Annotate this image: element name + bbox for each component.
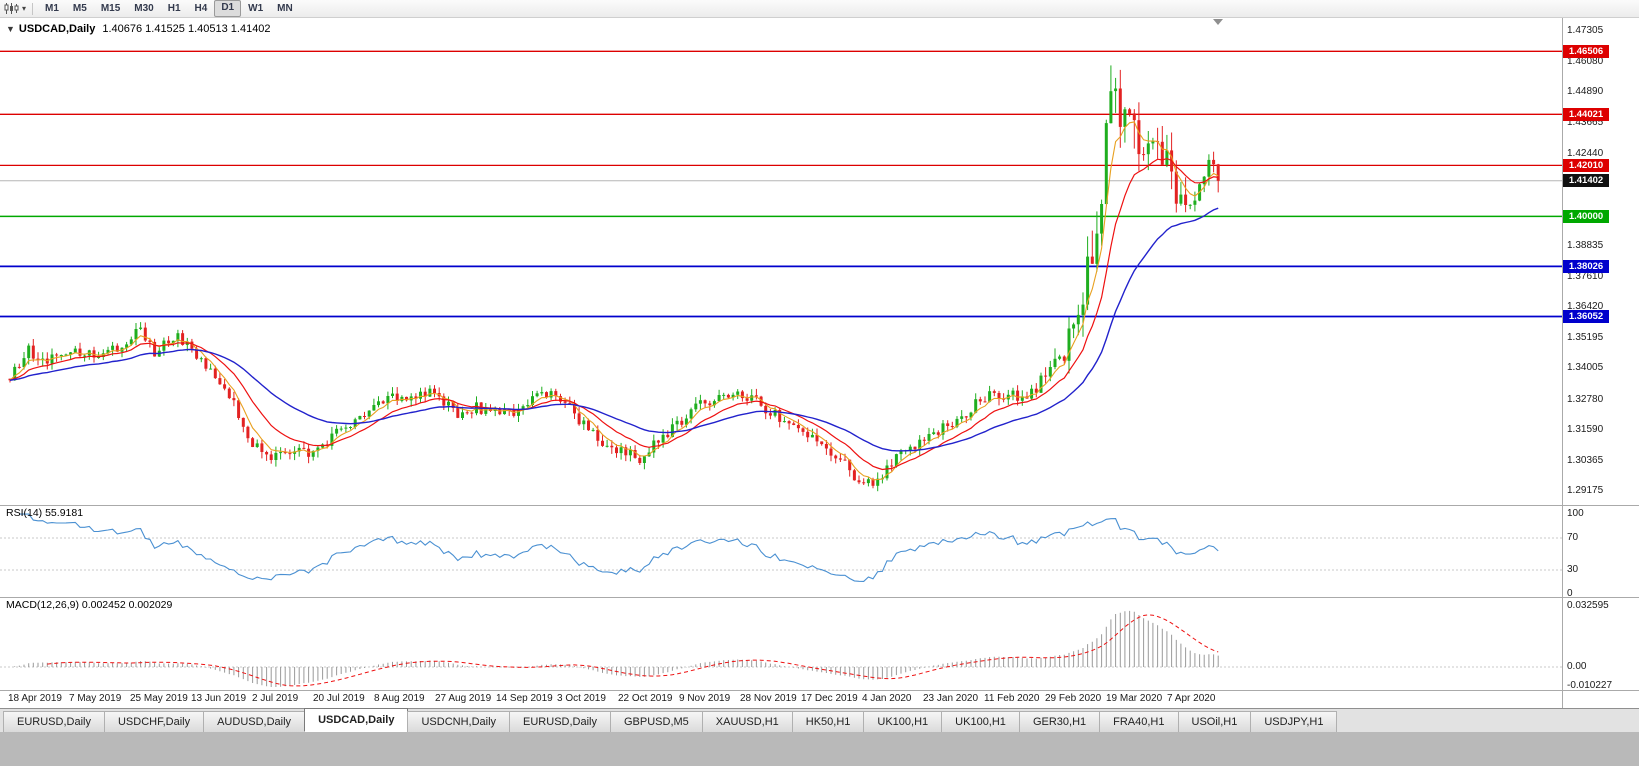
chart-tab-usdchf-daily[interactable]: USDCHF,Daily — [103, 711, 205, 732]
timeframe-button-m30[interactable]: M30 — [134, 3, 154, 14]
chart-tab-fra40-h1[interactable]: FRA40,H1 — [1099, 711, 1179, 732]
chart-tab-usdcnh-daily[interactable]: USDCNH,Daily — [407, 711, 511, 732]
chart-tab-usoil-h1[interactable]: USOil,H1 — [1177, 711, 1252, 732]
chart-tab-uk100-h1[interactable]: UK100,H1 — [941, 711, 1020, 732]
chart-tab-ger30-h1[interactable]: GER30,H1 — [1018, 711, 1101, 732]
chart-tab-hk50-h1[interactable]: HK50,H1 — [791, 711, 865, 732]
timeframe-button-h1[interactable]: H1 — [167, 3, 181, 14]
toolbar-separator — [32, 2, 34, 15]
chart-tab-uk100-h1[interactable]: UK100,H1 — [863, 711, 943, 732]
chart-tab-eurusd-daily[interactable]: EURUSD,Daily — [3, 711, 105, 732]
chart-tabs-bar: EURUSD,Daily USDCHF,Daily AUDUSD,Daily USDC… — [0, 708, 1639, 732]
chart-ohlc-values: 1.40676 1.41525 1.40513 1.41402 — [102, 23, 271, 35]
chart-type-dropdown-icon[interactable]: ▾ — [22, 4, 27, 13]
chart-tab-usdjpy-h1[interactable]: USDJPY,H1 — [1250, 711, 1338, 732]
chart-tab-usdcad-daily[interactable]: USDCAD,Daily — [304, 708, 409, 732]
timeframe-toolbar: ▾ M1 M5 M15 M30 H1 H4 D1 W1 MN — [0, 0, 1639, 18]
timeframe-button-w1[interactable]: W1 — [248, 3, 264, 14]
chart-tab-gbpusd-m5[interactable]: GBPUSD,M5 — [610, 711, 703, 732]
window-background — [0, 732, 1639, 766]
chart-title: ▼ USDCAD,Daily 1.40676 1.41525 1.40513 1.4… — [6, 23, 271, 35]
chart-tab-audusd-daily[interactable]: AUDUSD,Daily — [203, 711, 306, 732]
timeframe-button-m1[interactable]: M1 — [45, 3, 59, 14]
timeframe-button-d1[interactable]: D1 — [214, 0, 242, 17]
symbol-dropdown-icon: ▼ — [6, 24, 15, 34]
timeframe-button-h4[interactable]: H4 — [194, 3, 208, 14]
timeframe-buttons: M1 M5 M15 M30 H1 H4 D1 W1 MN — [38, 0, 300, 17]
rsi-indicator-label: RSI(14) 55.9181 — [6, 507, 84, 519]
chart-symbol: USDCAD,Daily — [18, 23, 96, 35]
timeframe-button-m15[interactable]: M15 — [100, 3, 121, 14]
chart-tab-xauusd-h1[interactable]: XAUUSD,H1 — [701, 711, 793, 732]
chart-tab-eurusd-daily[interactable]: EURUSD,Daily — [509, 711, 611, 732]
macd-indicator-label: MACD(12,26,9) 0.002452 0.002029 — [6, 599, 173, 611]
timeframe-button-m5[interactable]: M5 — [72, 3, 87, 14]
timeframe-button-mn[interactable]: MN — [277, 3, 293, 14]
chart-type-icon[interactable] — [0, 1, 22, 16]
